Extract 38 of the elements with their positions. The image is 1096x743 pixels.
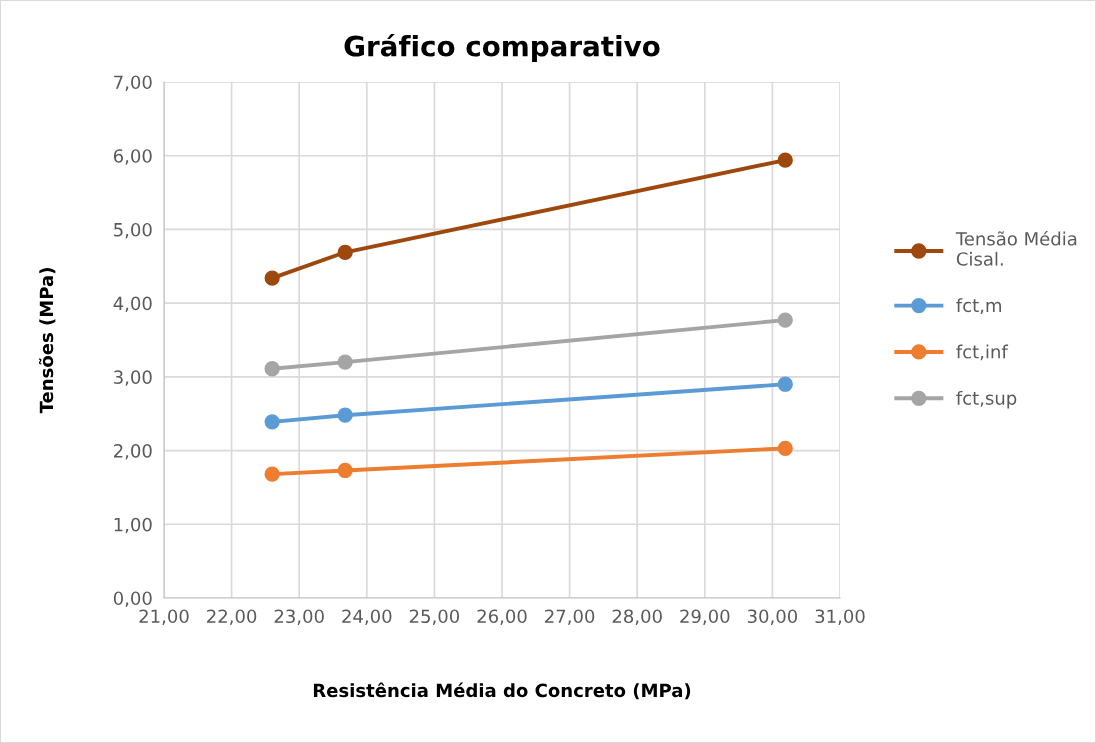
chart-title: Gráfico comparativo bbox=[344, 34, 660, 62]
y-tick-label: 2,00 bbox=[114, 444, 152, 460]
point bbox=[264, 361, 280, 377]
y-tick-label: 1,00 bbox=[114, 517, 152, 534]
point bbox=[777, 376, 793, 392]
y-tick-label: 7,00 bbox=[114, 75, 152, 91]
point bbox=[777, 440, 793, 456]
legend-label: fct,inf bbox=[956, 344, 1009, 361]
point bbox=[337, 354, 353, 370]
x-tick-label: 31,00 bbox=[815, 609, 865, 625]
x-tick-label: 22,00 bbox=[207, 609, 257, 625]
point bbox=[264, 270, 280, 286]
x-tick-label: 21,00 bbox=[139, 609, 189, 625]
x-tick-label: 27,00 bbox=[545, 609, 595, 625]
y-tick-label: 5,00 bbox=[114, 222, 152, 239]
x-tick-label: 25,00 bbox=[409, 609, 460, 625]
y-tick-label: 3,00 bbox=[114, 370, 152, 386]
y-tick-label: 6,00 bbox=[113, 149, 152, 165]
point bbox=[777, 312, 793, 328]
x-tick-label: 26,00 bbox=[477, 609, 527, 625]
point bbox=[264, 466, 280, 482]
x-tick-label: 29,00 bbox=[680, 609, 730, 625]
y-axis-title: Tensões (MPa) bbox=[38, 268, 56, 414]
point bbox=[337, 244, 353, 260]
x-tick-label: 30,00 bbox=[747, 609, 798, 625]
y-tick-label: 0,00 bbox=[113, 591, 152, 607]
x-tick-label: 28,00 bbox=[612, 609, 662, 625]
x-axis-title: Resistência Média do Concreto (MPa) bbox=[313, 682, 691, 700]
point bbox=[777, 152, 793, 168]
point bbox=[337, 462, 353, 479]
legend-label: fct,sup bbox=[956, 390, 1017, 409]
x-tick-label: 24,00 bbox=[342, 609, 392, 625]
point bbox=[337, 407, 353, 423]
y-tick-label: 4,00 bbox=[113, 296, 152, 313]
legend-label: Tensão Média Cisal. bbox=[955, 230, 1077, 266]
point bbox=[264, 414, 280, 430]
legend-label: fct,m bbox=[956, 298, 1001, 315]
x-tick-label: 23,00 bbox=[274, 609, 324, 625]
